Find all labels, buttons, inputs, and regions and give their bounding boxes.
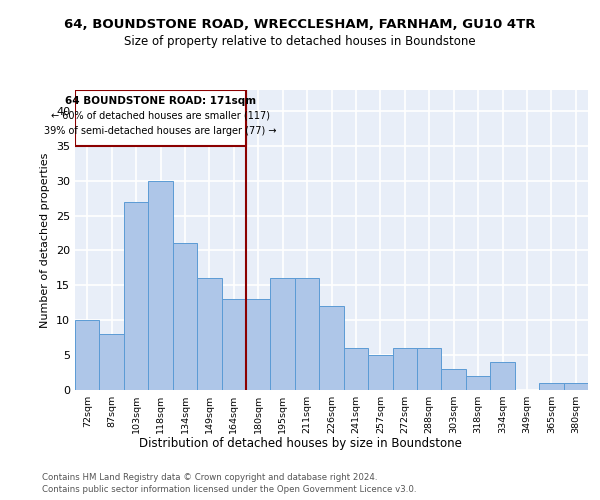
Bar [442, 369, 466, 390]
Text: Size of property relative to detached houses in Boundstone: Size of property relative to detached ho… [124, 35, 476, 48]
Bar [344, 348, 368, 390]
Text: ← 60% of detached houses are smaller (117): ← 60% of detached houses are smaller (11… [51, 111, 270, 121]
Bar [148, 180, 173, 390]
Text: 64, BOUNDSTONE ROAD, WRECCLESHAM, FARNHAM, GU10 4TR: 64, BOUNDSTONE ROAD, WRECCLESHAM, FARNHA… [64, 18, 536, 30]
Text: Contains HM Land Registry data © Crown copyright and database right 2024.: Contains HM Land Registry data © Crown c… [42, 472, 377, 482]
Text: Contains public sector information licensed under the Open Government Licence v3: Contains public sector information licen… [42, 485, 416, 494]
Bar [490, 362, 515, 390]
Bar [466, 376, 490, 390]
Text: 64 BOUNDSTONE ROAD: 171sqm: 64 BOUNDSTONE ROAD: 171sqm [65, 96, 256, 106]
Bar [100, 334, 124, 390]
Bar [246, 300, 271, 390]
Bar [197, 278, 221, 390]
Bar [221, 300, 246, 390]
Bar [319, 306, 344, 390]
Bar [539, 383, 563, 390]
Bar [417, 348, 442, 390]
Bar [173, 244, 197, 390]
Bar [75, 320, 100, 390]
Text: 39% of semi-detached houses are larger (77) →: 39% of semi-detached houses are larger (… [44, 126, 277, 136]
Bar [563, 383, 588, 390]
Bar [392, 348, 417, 390]
Bar [368, 355, 392, 390]
Bar [271, 278, 295, 390]
Bar [295, 278, 319, 390]
Text: Distribution of detached houses by size in Boundstone: Distribution of detached houses by size … [139, 438, 461, 450]
Bar [124, 202, 148, 390]
Y-axis label: Number of detached properties: Number of detached properties [40, 152, 50, 328]
FancyBboxPatch shape [75, 90, 246, 146]
